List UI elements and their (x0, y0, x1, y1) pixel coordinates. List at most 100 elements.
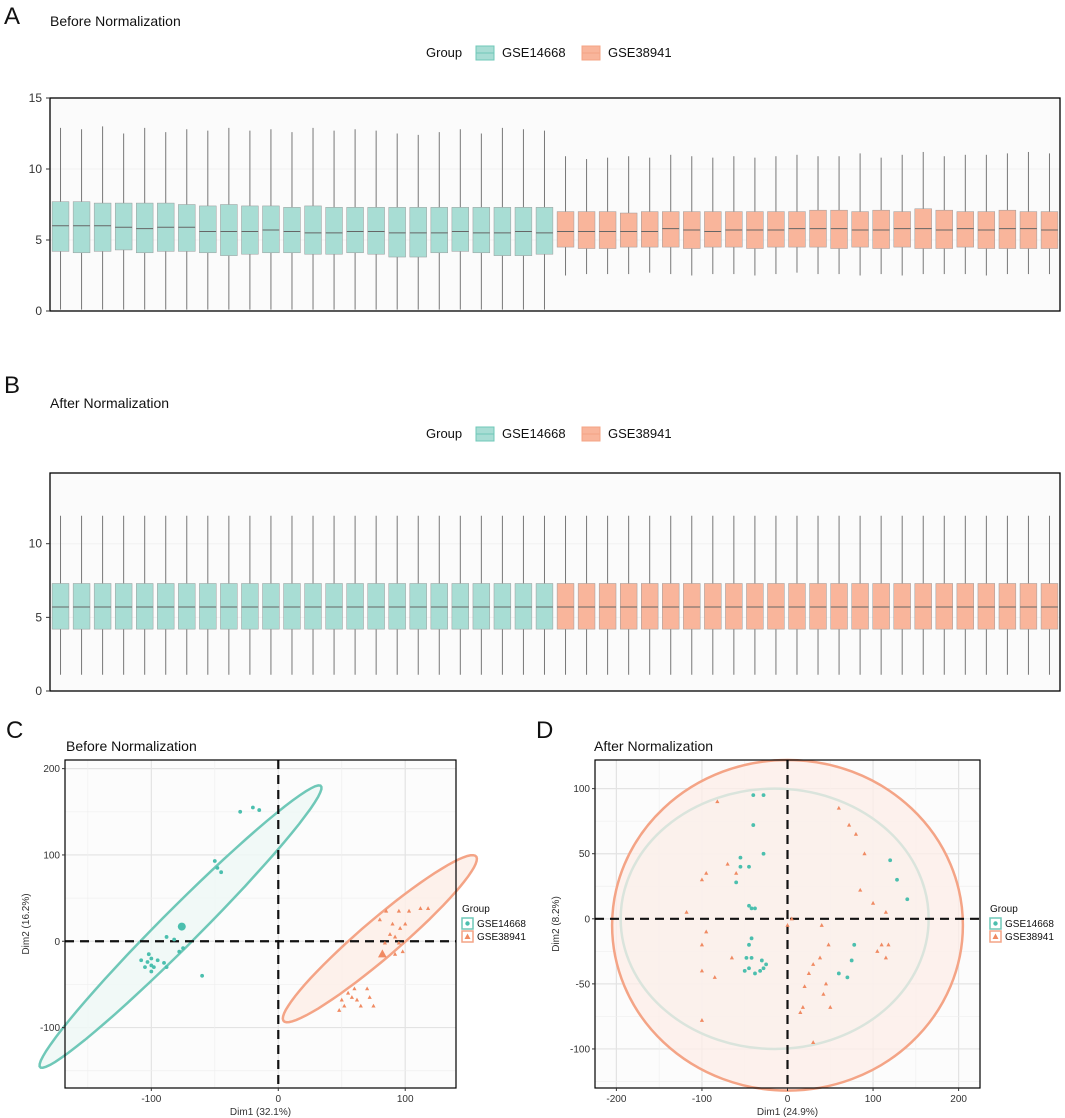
box-gse14668 (93, 583, 112, 630)
data-point-gse38941 (699, 968, 705, 973)
box-gse14668 (388, 207, 406, 258)
data-point-gse38941 (400, 949, 405, 954)
box-gse14668 (114, 202, 133, 251)
data-point-gse14668 (172, 937, 177, 942)
data-point-gse38941 (349, 995, 354, 999)
data-point-gse14668 (895, 877, 899, 882)
data-point-gse38941 (699, 1018, 705, 1022)
data-point-gse14668 (145, 960, 150, 964)
x-tick-label: 100 (865, 1094, 882, 1105)
box-gse38941 (788, 583, 806, 630)
data-point-gse14668 (250, 805, 255, 810)
data-point-gse38941 (853, 831, 859, 836)
box-gse38941 (598, 211, 617, 249)
box-gse38941 (577, 211, 596, 249)
data-point-gse14668 (905, 897, 910, 902)
data-point-gse14668 (744, 955, 749, 960)
box-gse38941 (998, 583, 1017, 630)
data-point-gse14668 (849, 958, 854, 963)
data-point-gse38941 (704, 870, 709, 875)
box-gse14668 (51, 201, 70, 252)
data-point-gse38941 (382, 940, 387, 945)
legend-label: GSE14668 (477, 919, 526, 930)
panel-b-title: After Normalization (50, 395, 169, 411)
x-axis-title: Dim1 (24.9%) (757, 1107, 818, 1118)
data-point-gse38941 (879, 942, 884, 947)
data-point-gse14668 (734, 880, 739, 885)
panel-c-legend: Group GSE14668 GSE38941 (461, 904, 526, 943)
data-point-gse14668 (149, 969, 154, 974)
box-gse14668 (178, 583, 196, 630)
x-tick-label: -100 (692, 1094, 712, 1105)
data-point-gse38941 (392, 951, 398, 956)
data-point-gse38941 (387, 932, 393, 936)
legend-label: GSE38941 (608, 45, 672, 60)
box-gse38941 (956, 211, 974, 248)
data-point-gse38941 (392, 934, 398, 939)
box-gse14668 (262, 205, 280, 254)
box-gse14668 (346, 207, 364, 254)
data-point-gse38941 (365, 986, 370, 991)
data-point-gse14668 (761, 966, 766, 971)
plot-frame (49, 97, 1061, 312)
box-gse14668 (535, 207, 554, 255)
legend-marker-triangle (464, 933, 471, 939)
legend-marker-circle (465, 921, 470, 926)
box-gse14668 (409, 207, 427, 258)
y-axis-title: Dim2 (8.2%) (551, 896, 562, 952)
data-point-gse38941 (339, 997, 344, 1002)
box-gse14668 (157, 583, 175, 630)
data-point-gse14668 (177, 949, 182, 954)
data-point-gse38941 (862, 851, 867, 856)
box-gse38941 (598, 583, 617, 630)
data-point-gse14668 (219, 870, 224, 875)
box-gse14668 (535, 583, 554, 630)
data-point-gse38941 (352, 986, 357, 991)
box-gse14668 (262, 583, 280, 630)
data-point-gse38941 (684, 910, 689, 914)
data-point-gse38941 (785, 923, 790, 927)
data-point-gse14668 (747, 903, 751, 908)
box-gse38941 (872, 209, 890, 249)
data-point-gse38941 (811, 962, 816, 966)
x-tick-label: 0 (785, 1094, 791, 1105)
box-gse38941 (872, 583, 890, 630)
box-gse14668 (493, 583, 512, 630)
data-point-gse38941 (384, 908, 389, 913)
box-gse38941 (830, 583, 848, 630)
data-point-gse38941 (403, 921, 408, 926)
legend-title: Group (990, 904, 1018, 915)
y-tick-label: -100 (570, 1044, 590, 1055)
y-tick-label: 200 (43, 764, 60, 775)
y-tick-label: 0 (35, 304, 42, 318)
y-tick-label: 5 (35, 610, 42, 624)
panel-d-letter: D (536, 717, 553, 744)
panel-b-legend: Group GSE14668 GSE38941 (426, 426, 672, 442)
y-tick-label: 50 (579, 849, 591, 860)
data-point-gse38941 (819, 923, 824, 927)
box-gse38941 (767, 211, 785, 248)
panel-d-legend: Group GSE14668 GSE38941 (989, 904, 1054, 943)
data-point-gse14668 (164, 935, 169, 939)
box-gse14668 (346, 583, 364, 630)
data-point-gse38941 (699, 942, 705, 947)
data-point-gse38941 (418, 906, 423, 910)
y-tick-label: 15 (29, 91, 43, 105)
box-gse14668 (472, 207, 491, 254)
panel-c-title: Before Normalization (66, 738, 197, 754)
plot-frame (64, 759, 457, 1089)
box-gse14668 (136, 583, 154, 630)
confidence-ellipse-gse38941 (281, 853, 479, 1024)
plot-frame (49, 472, 1061, 692)
centroid-gse14668 (177, 922, 186, 931)
box-gse14668 (304, 205, 322, 255)
box-gse38941 (725, 583, 743, 630)
centroid-gse38941 (377, 949, 387, 958)
y-tick-label: -50 (576, 979, 591, 990)
data-point-gse14668 (164, 965, 169, 970)
y-tick-label: 100 (573, 784, 590, 795)
box-gse38941 (1040, 583, 1059, 630)
box-gse38941 (704, 211, 722, 248)
box-gse38941 (767, 583, 785, 630)
x-tick-label: -200 (606, 1094, 626, 1105)
